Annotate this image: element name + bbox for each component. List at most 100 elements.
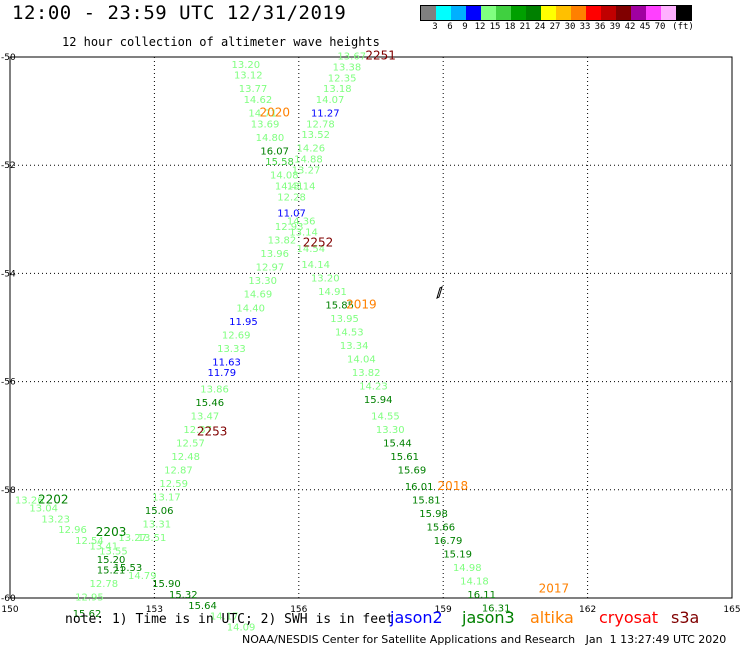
wave-height-point: 13.41 bbox=[90, 541, 119, 552]
pass-time-label: 2018 bbox=[438, 479, 469, 493]
legend-swatch bbox=[571, 6, 586, 20]
legend-label: 45 bbox=[639, 22, 651, 32]
wave-height-point: 13.27 bbox=[118, 533, 147, 544]
legend-label: 30 bbox=[564, 22, 576, 32]
wave-height-point: 11.07 bbox=[277, 209, 306, 220]
wave-height-point: 13.26 bbox=[15, 495, 44, 506]
legend-swatch bbox=[526, 6, 541, 20]
wave-height-point: 13.51 bbox=[138, 533, 167, 544]
wave-height-point: 15.61 bbox=[390, 452, 419, 463]
legend-label: 21 bbox=[519, 22, 531, 32]
wave-height-point: 14.08 bbox=[270, 171, 299, 182]
wave-height-point: 14.23 bbox=[359, 382, 388, 393]
wave-height-point: 13.23 bbox=[41, 514, 70, 525]
wave-height-point: 15.21 bbox=[97, 566, 126, 577]
legend-swatch bbox=[616, 6, 631, 20]
legend-label: 15 bbox=[489, 22, 501, 32]
wave-height-point: 13.38 bbox=[333, 63, 362, 74]
wave-height-point: 12.35 bbox=[328, 73, 357, 84]
wave-height-point: 16.07 bbox=[260, 146, 289, 157]
x-tick-label: 156 bbox=[290, 605, 307, 615]
plot-frame bbox=[9, 56, 733, 599]
wave-height-point: 14.36 bbox=[287, 217, 316, 228]
wave-height-point: 15.69 bbox=[398, 466, 427, 477]
legend-jason3: jason3 bbox=[462, 608, 515, 627]
x-tick-label: 153 bbox=[146, 605, 163, 615]
y-tick-label: -56 bbox=[1, 378, 16, 388]
wave-height-point: 15.98 bbox=[419, 509, 448, 520]
wave-height-point: 14.04 bbox=[347, 355, 376, 366]
legend-label: 70 bbox=[654, 22, 666, 32]
pass-time-label: 2253 bbox=[197, 425, 228, 439]
wave-height-point: 13.96 bbox=[260, 249, 289, 260]
wave-height-point: 13.31 bbox=[142, 520, 171, 531]
legend-label: 33 bbox=[579, 22, 591, 32]
legend-swatch bbox=[631, 6, 646, 20]
wave-height-point: 14.80 bbox=[256, 133, 285, 144]
legend-label: (ft) bbox=[672, 22, 694, 32]
wave-height-point: 13.27 bbox=[292, 165, 321, 176]
y-tick-label: -50 bbox=[1, 53, 16, 63]
legend-cryosat: cryosat bbox=[599, 608, 659, 627]
legend-swatch bbox=[661, 6, 676, 20]
wave-height-point: 15.62 bbox=[73, 609, 102, 620]
wave-height-point: 13.12 bbox=[234, 71, 263, 82]
wave-height-point: 13.17 bbox=[152, 493, 181, 504]
wave-height-point: 13.95 bbox=[330, 314, 359, 325]
wave-height-point: 13.14 bbox=[289, 228, 318, 239]
x-tick-label: 165 bbox=[723, 605, 740, 615]
wave-height-point: 12.95 bbox=[75, 593, 104, 604]
legend-swatch bbox=[586, 6, 601, 20]
wave-height-point: 14.41 bbox=[275, 182, 304, 193]
pass-time-label: 2252 bbox=[303, 235, 334, 249]
wave-height-point: 14.55 bbox=[371, 411, 400, 422]
wave-height-point: 15.85 bbox=[325, 301, 354, 312]
wave-height-point: 14.88 bbox=[294, 154, 323, 165]
wave-height-point: 12.93 bbox=[275, 222, 304, 233]
wave-height-point: 12.78 bbox=[90, 579, 119, 590]
wave-height-point: 11.27 bbox=[311, 109, 340, 120]
wave-height-point: 15.90 bbox=[152, 579, 181, 590]
wave-height-point: 15.58 bbox=[265, 157, 294, 168]
wave-height-point: 15.19 bbox=[443, 549, 472, 560]
legend-swatch bbox=[496, 6, 511, 20]
legend-s3a: s3a bbox=[671, 608, 700, 627]
wave-height-point: 15.66 bbox=[426, 522, 455, 533]
wave-height-point: 13.30 bbox=[248, 276, 277, 287]
x-tick-label: 150 bbox=[1, 605, 18, 615]
wave-height-point: 14.26 bbox=[297, 144, 326, 155]
wave-height-point: 13.14 bbox=[287, 182, 316, 193]
pass-time-label: 2019 bbox=[346, 298, 377, 312]
wave-height-point: 14.71 bbox=[248, 109, 277, 120]
wave-height-point: 14.53 bbox=[335, 328, 364, 339]
legend-swatch bbox=[556, 6, 571, 20]
wave-height-point: 12.57 bbox=[176, 439, 205, 450]
wave-height-point: 15.94 bbox=[364, 395, 393, 406]
wave-height-point: 14.18 bbox=[460, 576, 489, 587]
wave-height-point: 13.55 bbox=[99, 547, 128, 558]
x-tick-label: 162 bbox=[579, 605, 596, 615]
wave-height-point: 16.31 bbox=[482, 604, 511, 615]
wave-height-point: 13.18 bbox=[323, 84, 352, 95]
wave-height-point: 12.28 bbox=[277, 192, 306, 203]
y-tick-label: -54 bbox=[1, 269, 16, 279]
wave-height-point: 16.11 bbox=[467, 590, 496, 601]
color-scale-labels: 3 6 9 12 15 18 21 24 27 30 33 36 39 42 45 70 (ft) bbox=[420, 22, 740, 34]
legend-label: 39 bbox=[609, 22, 621, 32]
legend-swatch bbox=[646, 6, 661, 20]
legend-label: 36 bbox=[594, 22, 606, 32]
wave-height-point: 14.79 bbox=[128, 571, 157, 582]
wave-height-point: 13.20 bbox=[311, 274, 340, 285]
y-tick-label: -60 bbox=[1, 594, 16, 604]
wave-height-point: 12.96 bbox=[58, 525, 87, 536]
wave-height-point: 15.32 bbox=[169, 590, 198, 601]
legend-swatch bbox=[541, 6, 556, 20]
legend-label: 6 bbox=[447, 22, 453, 32]
wave-height-point: 11.79 bbox=[207, 368, 236, 379]
wave-height-point: 13.33 bbox=[217, 344, 246, 355]
page-subtitle: 12 hour collection of altimeter wave hei… bbox=[62, 35, 380, 49]
wave-height-point: 14.62 bbox=[244, 95, 273, 106]
wave-height-point: 11.95 bbox=[229, 317, 258, 328]
pass-time-label: 2020 bbox=[259, 106, 290, 120]
